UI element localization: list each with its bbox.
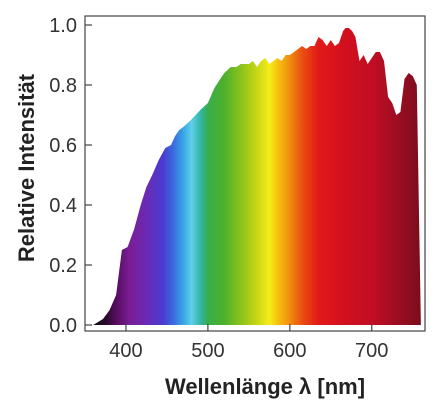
y-tick-label: 0.6 xyxy=(49,135,77,157)
y-tick-label: 0.4 xyxy=(49,195,77,217)
x-tick-label: 400 xyxy=(109,340,142,362)
spectrum-area xyxy=(93,28,421,325)
y-axis-label: Relative Intensität xyxy=(14,73,39,262)
x-tick-label: 700 xyxy=(355,340,388,362)
y-tick-label: 0.2 xyxy=(49,255,77,277)
x-axis-label: Wellenlänge λ [nm] xyxy=(165,374,365,399)
x-tick-label: 600 xyxy=(273,340,306,362)
y-tick-label: 1.0 xyxy=(49,15,77,37)
x-tick-label: 500 xyxy=(191,340,224,362)
y-tick-label: 0.8 xyxy=(49,75,77,97)
plot-frame xyxy=(84,15,426,332)
y-tick-label: 0.0 xyxy=(49,315,77,337)
